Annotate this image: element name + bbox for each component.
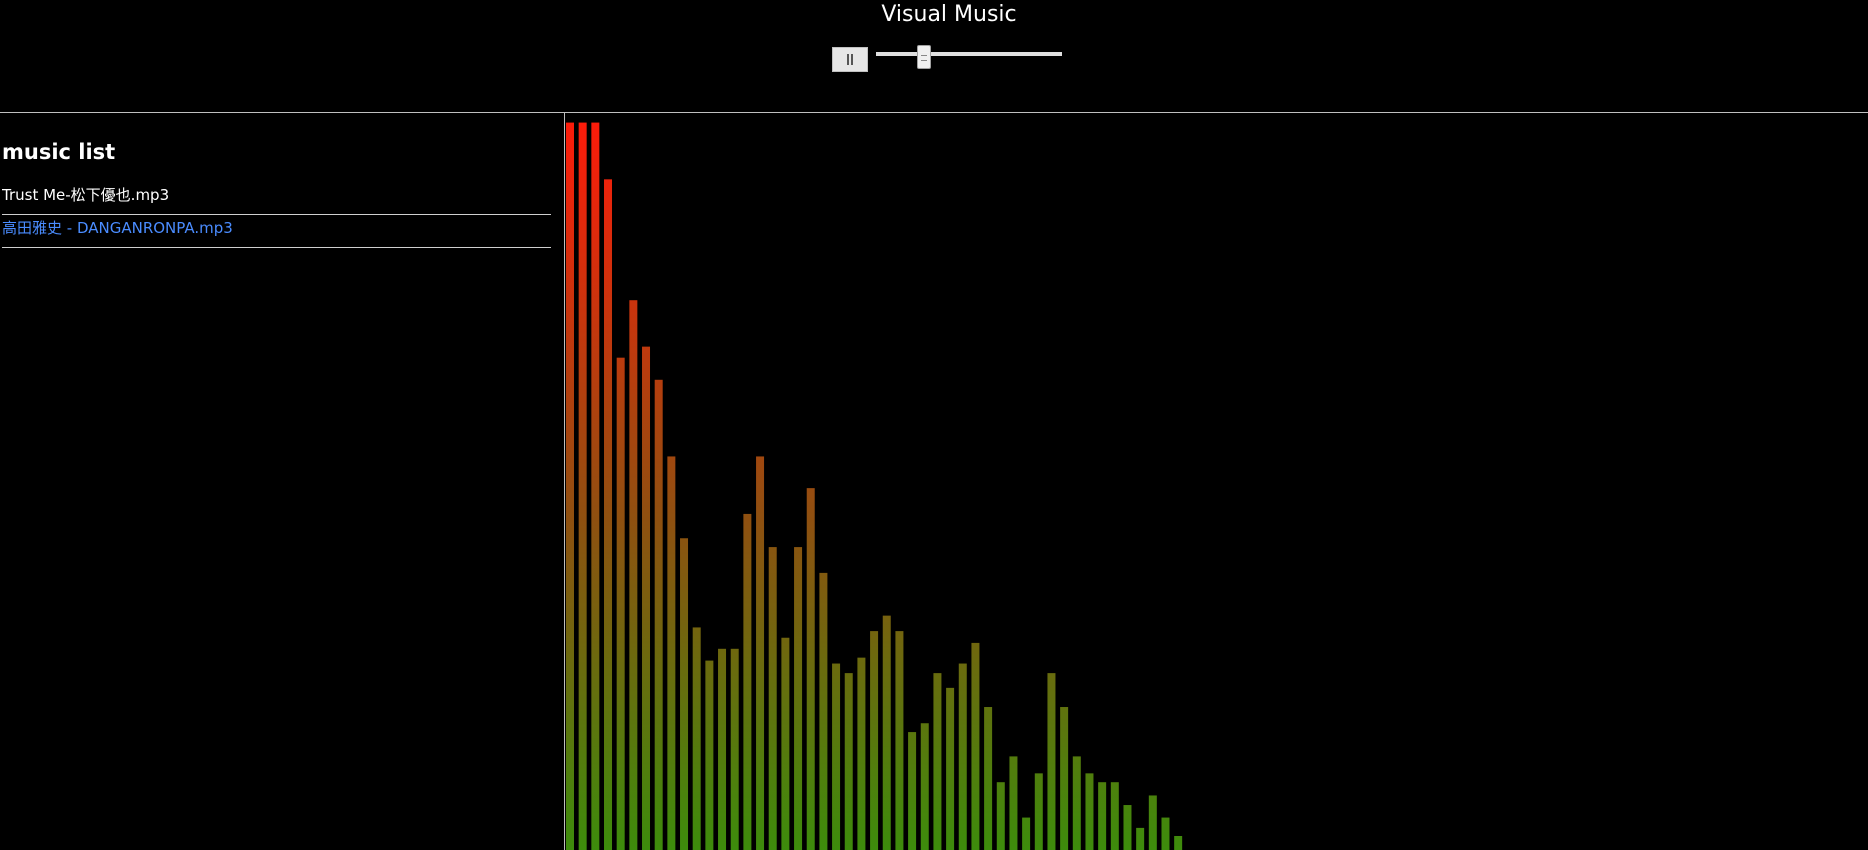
frequency-bar (781, 637, 790, 850)
frequency-bar (971, 642, 980, 850)
frequency-bar (882, 615, 891, 850)
music-list-panel: music list Trust Me-松下優也.mp3 高田雅史 - DANG… (0, 113, 564, 850)
frequency-bar (1072, 756, 1081, 850)
volume-slider[interactable] (876, 45, 1062, 73)
song-item[interactable]: 高田雅史 - DANGANRONPA.mp3 (2, 216, 551, 248)
frequency-bar (768, 547, 777, 850)
frequency-bar (1174, 836, 1183, 850)
frequency-bar (604, 179, 613, 850)
frequency-bar (1060, 707, 1069, 850)
frequency-bar (946, 687, 955, 850)
frequency-bar (743, 513, 752, 850)
frequency-bar (578, 122, 587, 850)
frequency-bars-chart (566, 122, 1183, 850)
frequency-bar (819, 572, 828, 850)
volume-slider-thumb[interactable] (917, 45, 931, 69)
frequency-bar (1148, 795, 1157, 850)
frequency-bar (692, 627, 701, 850)
frequency-bar (984, 707, 993, 850)
audio-visualizer (565, 113, 1868, 850)
frequency-bar (1136, 827, 1145, 850)
frequency-bar (1110, 782, 1119, 850)
frequency-bar (1123, 805, 1132, 850)
pause-icon (846, 54, 854, 65)
frequency-bar (920, 723, 929, 850)
panel-divider (564, 112, 565, 850)
frequency-bar (718, 648, 727, 850)
song-list: Trust Me-松下優也.mp3 高田雅史 - DANGANRONPA.mp3 (2, 183, 551, 249)
frequency-bar (1009, 756, 1018, 850)
frequency-bar (1047, 673, 1056, 850)
frequency-bar (933, 673, 942, 850)
frequency-bar (1085, 773, 1094, 850)
frequency-bar (756, 456, 765, 850)
frequency-bar (996, 782, 1005, 850)
frequency-bar (705, 660, 714, 850)
frequency-bar (629, 300, 638, 850)
volume-slider-track (876, 52, 1062, 56)
frequency-bar (870, 631, 879, 850)
pause-button[interactable] (832, 47, 868, 72)
frequency-bar (680, 538, 689, 850)
frequency-bar (642, 346, 651, 850)
frequency-bar (566, 122, 574, 850)
frequency-bar (1022, 817, 1031, 850)
frequency-bar (1034, 773, 1043, 850)
header-bar: Visual Music (0, 0, 1868, 112)
header-divider (0, 112, 1868, 113)
song-item[interactable]: Trust Me-松下優也.mp3 (2, 183, 551, 215)
app-title: Visual Music (881, 2, 1017, 27)
frequency-bar (654, 379, 663, 850)
frequency-bar (895, 631, 904, 850)
frequency-bar (832, 663, 841, 850)
music-list-heading: music list (2, 140, 116, 164)
frequency-bar (908, 732, 917, 850)
frequency-bar (730, 648, 739, 850)
frequency-bar (591, 122, 600, 850)
frequency-bar (806, 488, 815, 850)
frequency-bar (1161, 817, 1170, 850)
frequency-bar (794, 547, 803, 850)
frequency-bar (616, 357, 625, 850)
frequency-bar (844, 673, 853, 850)
frequency-bar (958, 663, 967, 850)
frequency-bar (857, 657, 866, 850)
frequency-bar (1098, 782, 1107, 850)
frequency-bar (667, 456, 676, 850)
